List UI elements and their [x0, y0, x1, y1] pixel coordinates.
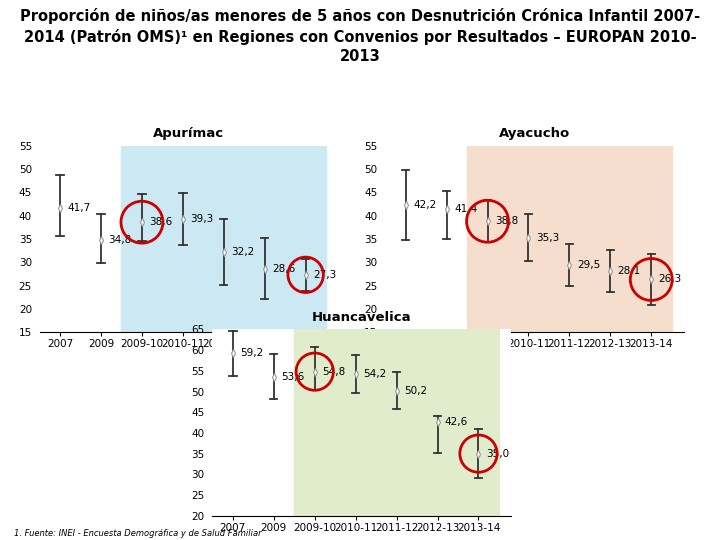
Text: 38,6: 38,6: [149, 217, 173, 227]
Text: 42,6: 42,6: [445, 417, 468, 427]
Text: 42,2: 42,2: [413, 200, 436, 211]
Text: 41,7: 41,7: [68, 202, 91, 213]
Text: 34,8: 34,8: [109, 235, 132, 245]
Text: 28,1: 28,1: [618, 266, 641, 276]
Text: Apurímac: Apurímac: [153, 127, 225, 140]
Text: 26,3: 26,3: [659, 274, 682, 285]
Text: 50,2: 50,2: [404, 386, 427, 396]
Bar: [467, 146, 672, 332]
Text: 32,2: 32,2: [231, 247, 254, 257]
Text: 53,6: 53,6: [282, 372, 305, 382]
Text: 38,8: 38,8: [495, 216, 518, 226]
Text: 54,8: 54,8: [322, 367, 346, 376]
Text: 39,3: 39,3: [190, 214, 213, 224]
Text: Ayacucho: Ayacucho: [499, 127, 570, 140]
Text: 41,4: 41,4: [454, 204, 477, 214]
Text: 29,5: 29,5: [577, 260, 600, 269]
Text: 27,3: 27,3: [313, 270, 336, 280]
Text: 1. Fuente: INEI - Encuesta Demográfica y de Salud Familiar: 1. Fuente: INEI - Encuesta Demográfica y…: [14, 529, 262, 538]
Text: 28,6: 28,6: [272, 264, 295, 274]
Text: 59,2: 59,2: [240, 348, 264, 359]
Bar: [294, 329, 499, 516]
Text: 35,0: 35,0: [486, 449, 509, 458]
Text: Proporción de niños/as menores de 5 años con Desnutrición Crónica Infantil 2007-: Proporción de niños/as menores de 5 años…: [20, 8, 700, 64]
Text: Huancavelica: Huancavelica: [312, 311, 412, 324]
Text: 54,2: 54,2: [363, 369, 386, 379]
Text: 35,3: 35,3: [536, 233, 559, 242]
Bar: [122, 146, 326, 332]
